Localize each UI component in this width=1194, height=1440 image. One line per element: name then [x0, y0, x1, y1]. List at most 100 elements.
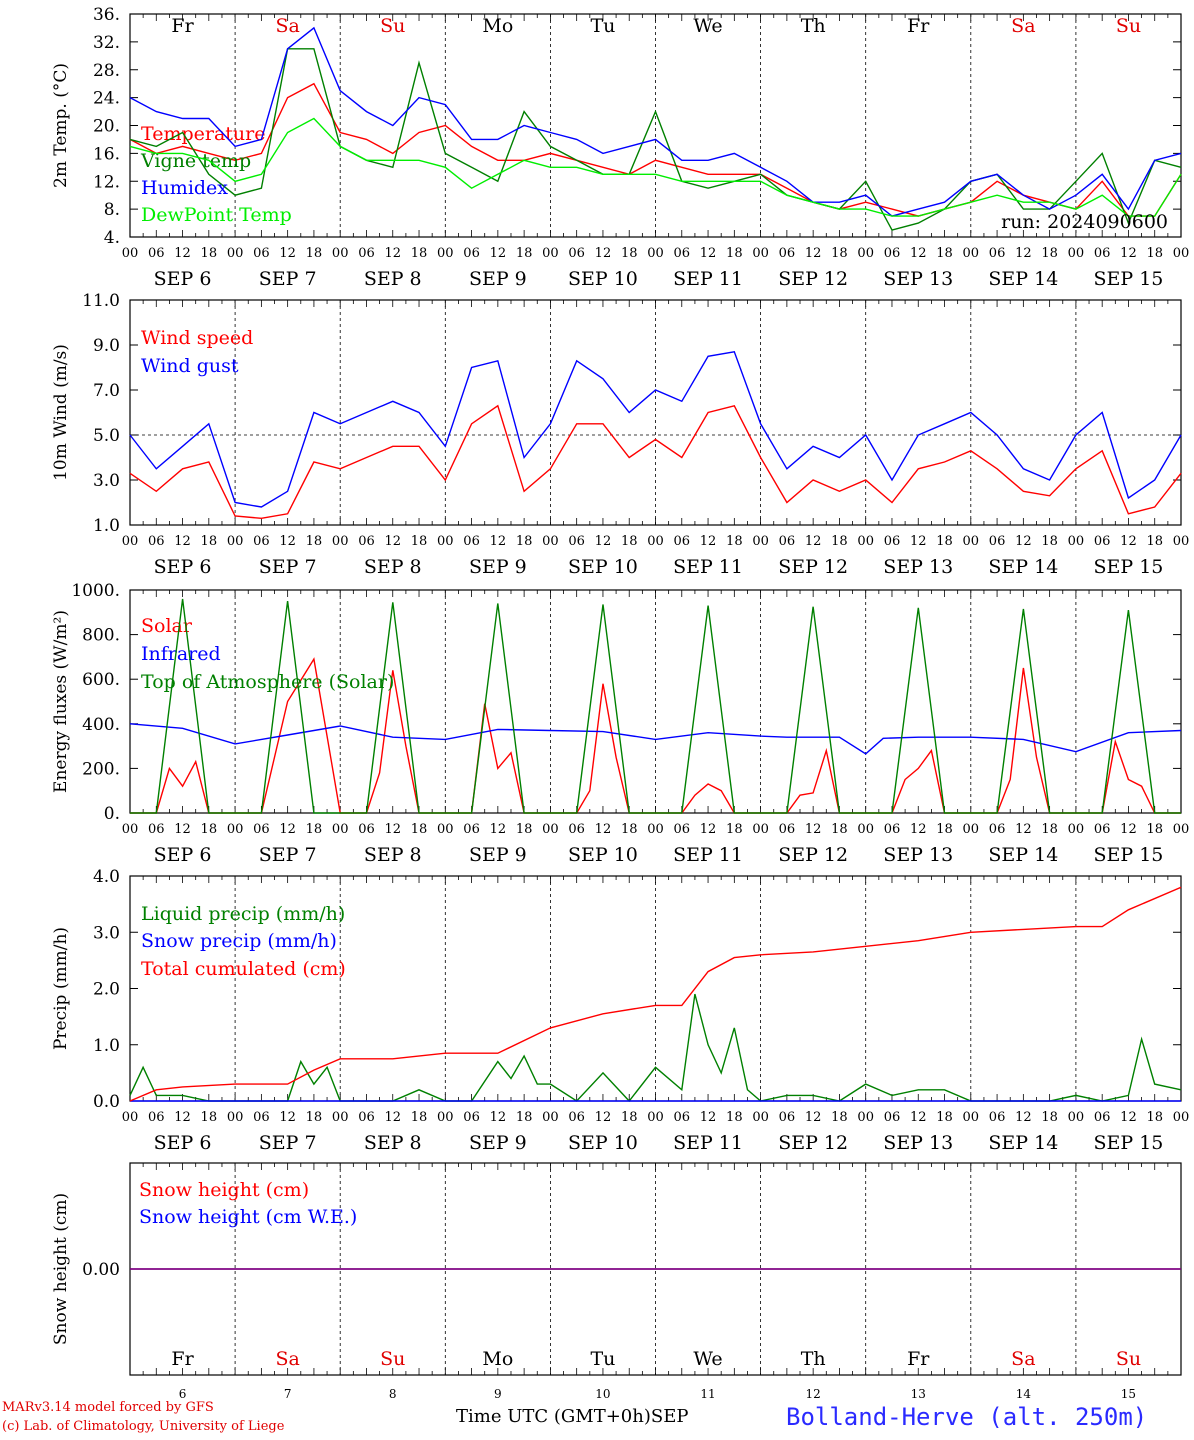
y-tick-label: 20. — [93, 117, 120, 137]
hour-tick-label: 06 — [253, 246, 270, 261]
hour-tick-label: 00 — [963, 534, 980, 549]
hour-tick-label: 18 — [726, 534, 743, 549]
hour-tick-label: 12 — [1015, 822, 1032, 837]
y-tick-label: 24. — [93, 89, 120, 109]
hour-tick-label: 00 — [1173, 1110, 1190, 1125]
hour-tick-label: 06 — [253, 1110, 270, 1125]
hour-tick-label: 00 — [332, 534, 349, 549]
hour-tick-label: 12 — [279, 1110, 296, 1125]
hour-tick-label: 18 — [516, 534, 533, 549]
hour-tick-label: 12 — [805, 822, 822, 837]
weekday-label: Sa — [275, 1348, 299, 1370]
legend-entry: Temperature — [141, 123, 265, 145]
hour-tick-label: 06 — [568, 246, 585, 261]
hour-tick-label: 18 — [1041, 246, 1058, 261]
hour-tick-label: 06 — [674, 246, 691, 261]
hour-tick-label: 00 — [857, 822, 874, 837]
hour-tick-label: 06 — [779, 246, 796, 261]
hour-tick-label: 18 — [621, 246, 638, 261]
date-label: SEP 8 — [364, 268, 422, 290]
hour-tick-label: 00 — [122, 246, 139, 261]
hour-tick-label: 12 — [384, 822, 401, 837]
hour-tick-label: 00 — [857, 246, 874, 261]
hour-tick-label: 00 — [647, 1110, 664, 1125]
hour-tick-label: 18 — [201, 822, 218, 837]
hour-tick-label: 12 — [700, 246, 717, 261]
hour-tick-label: 12 — [490, 246, 507, 261]
y-tick-label: 3.0 — [93, 923, 120, 943]
series-line-3 — [130, 598, 1181, 814]
legend-entry: Total cumulated (cm) — [141, 958, 346, 980]
hour-tick-label: 18 — [1146, 246, 1163, 261]
hour-tick-label: 12 — [595, 822, 612, 837]
date-label: SEP 7 — [259, 268, 317, 290]
date-label: SEP 13 — [883, 844, 953, 866]
weekday-label: Su — [380, 15, 405, 37]
weekday-label: We — [693, 1348, 722, 1370]
legend-entry: DewPoint Temp — [141, 204, 292, 226]
weekday-label: Tu — [590, 15, 615, 37]
hour-tick-label: 18 — [306, 822, 323, 837]
hour-tick-label: 00 — [437, 822, 454, 837]
hour-tick-label: 00 — [542, 534, 559, 549]
hour-tick-label: 00 — [542, 246, 559, 261]
hour-tick-label: 18 — [936, 822, 953, 837]
date-label: SEP 13 — [883, 268, 953, 290]
weekday-label: Mo — [482, 1348, 513, 1370]
hour-tick-label: 12 — [174, 246, 191, 261]
y-tick-label: 600. — [82, 670, 120, 690]
date-label: SEP 12 — [778, 1132, 848, 1154]
hour-tick-label: 00 — [647, 822, 664, 837]
panel-5: 0.00 Snow height (cm) Snow height (cm) Snow… — [51, 1162, 1182, 1401]
day-number-label: 9 — [494, 1387, 502, 1401]
hour-tick-label: 18 — [726, 1110, 743, 1125]
y-tick-label: 0. — [104, 804, 120, 824]
hour-tick-label: 18 — [306, 1110, 323, 1125]
hour-tick-label: 12 — [700, 822, 717, 837]
series-line-3 — [129, 26, 1182, 217]
date-label: SEP 7 — [259, 556, 317, 578]
hour-tick-label: 12 — [490, 1110, 507, 1125]
time-axis-text: Time UTC (GMT+0h) — [456, 1406, 651, 1427]
date-label: SEP 12 — [778, 556, 848, 578]
hour-tick-label: 00 — [752, 1110, 769, 1125]
hour-tick-label: 06 — [568, 1110, 585, 1125]
hour-tick-label: 12 — [279, 246, 296, 261]
y-tick-label: 7.0 — [93, 381, 120, 401]
hour-tick-label: 18 — [516, 246, 533, 261]
date-label: SEP 10 — [568, 1132, 638, 1154]
run-label: run: 2024090600 — [1001, 211, 1168, 233]
hour-tick-label: 00 — [437, 534, 454, 549]
hour-tick-label: 00 — [542, 1110, 559, 1125]
hour-tick-label: 12 — [805, 534, 822, 549]
hour-tick-label: 06 — [884, 1110, 901, 1125]
date-label: SEP 11 — [673, 844, 743, 866]
hour-tick-label: 12 — [700, 1110, 717, 1125]
y-tick-label: 1000. — [71, 581, 120, 601]
weekday-label: Sa — [1011, 1348, 1035, 1370]
y-tick-label: 1.0 — [93, 516, 120, 536]
weekday-label: Fr — [907, 15, 930, 37]
legend-entry: Wind speed — [141, 327, 253, 349]
hour-tick-label: 18 — [936, 246, 953, 261]
hour-tick-label: 00 — [647, 534, 664, 549]
weekday-label: Th — [801, 1348, 826, 1370]
hour-tick-label: 18 — [201, 246, 218, 261]
legend-entry: Infrared — [141, 643, 221, 665]
hour-tick-label: 06 — [463, 246, 480, 261]
hour-tick-label: 18 — [201, 1110, 218, 1125]
hour-tick-label: 06 — [568, 822, 585, 837]
hour-tick-label: 00 — [752, 822, 769, 837]
hour-tick-label: 12 — [910, 822, 927, 837]
day-number-label: 11 — [700, 1387, 715, 1401]
hour-tick-label: 00 — [1173, 822, 1190, 837]
hour-tick-label: 18 — [1041, 1110, 1058, 1125]
hour-tick-label: 06 — [358, 534, 375, 549]
hour-tick-label: 00 — [752, 246, 769, 261]
hour-tick-label: 12 — [1015, 534, 1032, 549]
hour-tick-label: 18 — [936, 1110, 953, 1125]
y-tick-label: 9.0 — [93, 336, 120, 356]
date-label: SEP 15 — [1094, 556, 1164, 578]
legend-entry: Snow height (cm W.E.) — [139, 1206, 357, 1228]
hour-tick-label: 06 — [779, 534, 796, 549]
